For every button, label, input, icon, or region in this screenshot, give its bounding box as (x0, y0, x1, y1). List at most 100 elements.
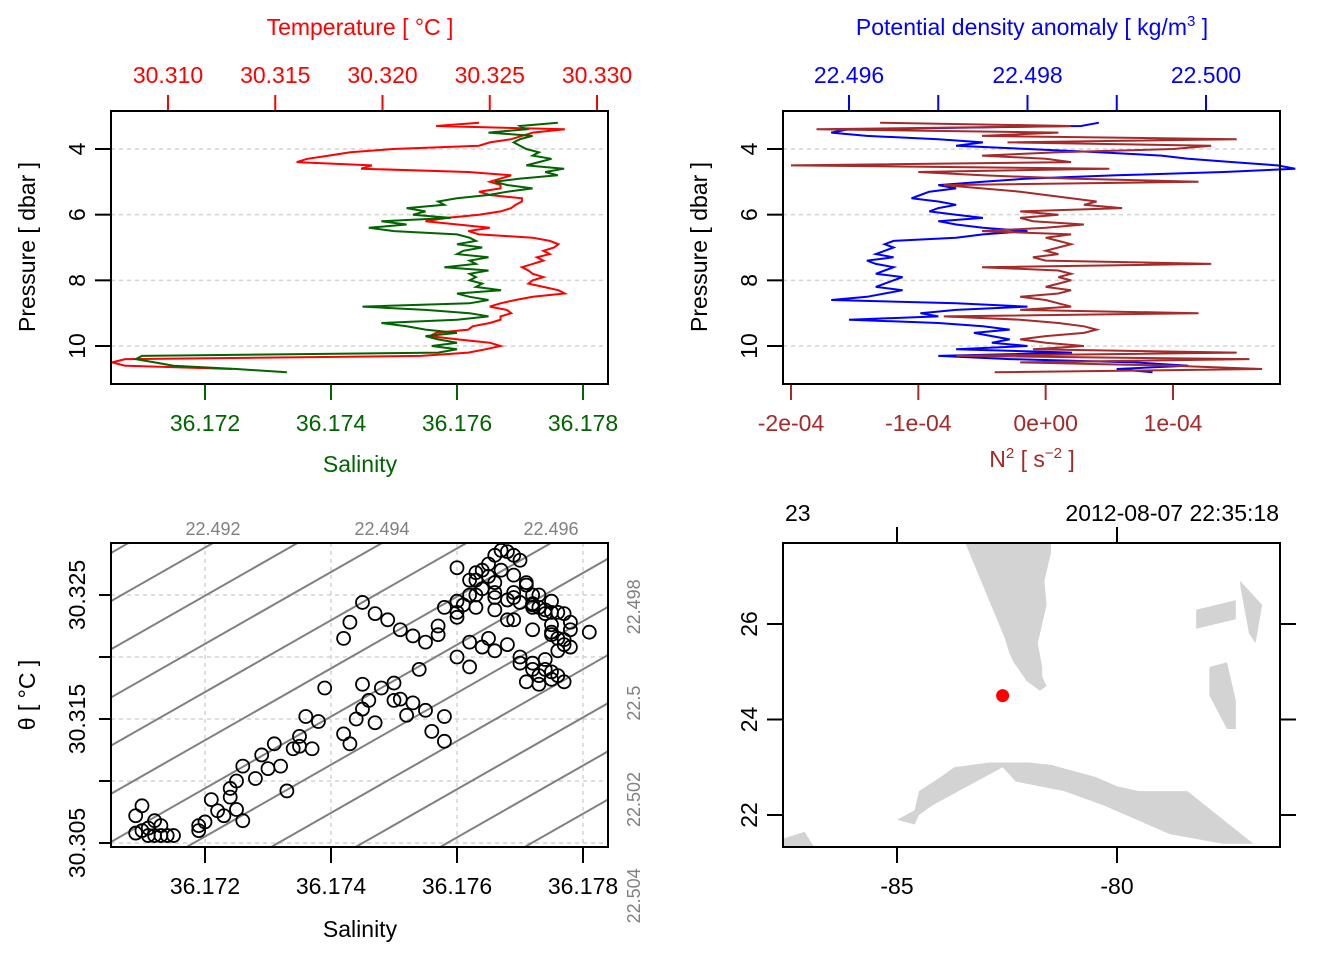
profile-ts-grid (111, 148, 608, 347)
ts-point (266, 736, 282, 752)
pressure-tick-label: 10 (736, 333, 762, 359)
ts-point (418, 702, 433, 718)
land-bahamas-east (1240, 581, 1263, 644)
lat-tick-label: 24 (736, 707, 762, 733)
ts-point (216, 808, 232, 824)
ts-point (449, 649, 465, 665)
ts-point (537, 652, 553, 667)
ts-point (449, 609, 465, 625)
ts-point (292, 728, 307, 744)
ts-point (512, 552, 528, 568)
temperature-tick-label: 30.310 (133, 62, 203, 88)
salinity-tick-label: 36.174 (296, 873, 367, 899)
lat-tick-label: 22 (736, 802, 762, 828)
salinity-tick-label: 36.178 (548, 873, 618, 899)
profile-ts-lines (111, 121, 569, 374)
ts-point (134, 823, 150, 838)
pressure-axis-title-2: Pressure [ dbar ] (686, 162, 712, 332)
ts-y-axis-title: θ [ °C ] (14, 660, 40, 731)
ts-point (525, 622, 540, 638)
ts-point (487, 575, 503, 590)
salinity-profile-line (132, 121, 565, 374)
ts-points (128, 543, 597, 843)
ts-point (134, 798, 150, 814)
map-axes: -85 -80 22 24 26 (736, 527, 1296, 899)
isopycnal-line (353, 702, 608, 847)
salinity-tick-label: 36.172 (170, 410, 240, 436)
ts-point (355, 701, 370, 717)
ts-point (481, 631, 496, 646)
station-number-label: 23 (785, 500, 811, 526)
profile-ts-panel: Temperature [ °C ] 30.310 30.315 30.320 30.… (14, 14, 632, 477)
temperature-tick-label: 30.315 (240, 62, 310, 88)
ts-point (222, 789, 238, 805)
ts-point (430, 627, 446, 643)
ts-point (317, 680, 333, 696)
isopycnal-label-top: 22.496 (523, 519, 578, 539)
ts-point (418, 634, 433, 650)
ts-point (386, 693, 402, 708)
pressure-tick-label: 4 (736, 142, 762, 155)
ts-point (449, 560, 465, 576)
temperature-tick-label: 30.330 (562, 62, 632, 88)
salinity-tick-label: 36.174 (296, 410, 367, 436)
ts-point (462, 634, 478, 650)
lon-tick-label: -85 (880, 873, 913, 899)
ts-point (361, 693, 377, 708)
n2-tick-label: 0e+00 (1013, 410, 1078, 436)
ts-point (405, 695, 421, 711)
n2-tick-label: 1e-04 (1144, 410, 1203, 436)
ts-point (229, 802, 244, 817)
density-tick-label: 22.498 (992, 62, 1062, 88)
ts-point (153, 818, 169, 834)
map-station (996, 689, 1010, 703)
ts-point (462, 587, 478, 603)
pressure-tick-label: 4 (64, 142, 90, 155)
lon-tick-label: -80 (1100, 873, 1133, 899)
ts-point (235, 813, 251, 829)
salinity-tick-label: 36.172 (170, 873, 240, 899)
ts-point (468, 600, 484, 615)
ts-point (367, 606, 383, 621)
ts-point (556, 632, 572, 648)
lat-tick-label: 26 (736, 611, 762, 637)
profile-ts-frame (110, 110, 609, 385)
ts-point (556, 674, 572, 690)
ts-point (531, 676, 547, 692)
ts-point (355, 676, 370, 692)
station-map-panel: -85 -80 22 24 26 23 2012-08-07 22:35:18 (736, 500, 1296, 899)
isopycnal-label-right: 22.498 (624, 579, 644, 634)
pressure-tick-label: 8 (64, 274, 90, 287)
ts-point (392, 622, 408, 638)
profile-density-panel: Potential density anomaly [ kg/m3 ] 22.4… (686, 13, 1296, 472)
salinity-tick-label: 36.176 (422, 410, 492, 436)
ts-point (563, 614, 578, 630)
density-tick-label: 22.496 (814, 62, 884, 88)
ts-point (380, 612, 396, 628)
density-tick-label: 22.500 (1171, 62, 1241, 88)
ts-point (367, 715, 383, 731)
ts-point (518, 674, 534, 690)
ts-point (581, 624, 597, 640)
ts-point (436, 733, 452, 749)
station-marker (996, 689, 1010, 703)
ts-point (254, 747, 270, 763)
ts-point (166, 828, 181, 843)
theta-tick-label: 30.305 (64, 808, 90, 878)
salinity-tick-label: 36.176 (422, 873, 492, 899)
ts-point (285, 741, 301, 757)
n2-tick-label: -1e-04 (885, 410, 952, 436)
ts-diagram-panel: 22.492 22.494 22.496 22.498 22.5 22.502 22.504… (14, 519, 644, 942)
land-yucatan (783, 831, 814, 846)
map-frame (782, 542, 1281, 848)
ts-point (506, 585, 522, 600)
ts-point (468, 565, 484, 581)
ts-point (247, 771, 263, 786)
ts-point (525, 596, 540, 612)
ts-isopycnals (111, 543, 608, 847)
ts-point (273, 758, 289, 774)
ts-point (468, 587, 484, 603)
ts-point (342, 736, 358, 752)
ts-point (487, 585, 503, 600)
